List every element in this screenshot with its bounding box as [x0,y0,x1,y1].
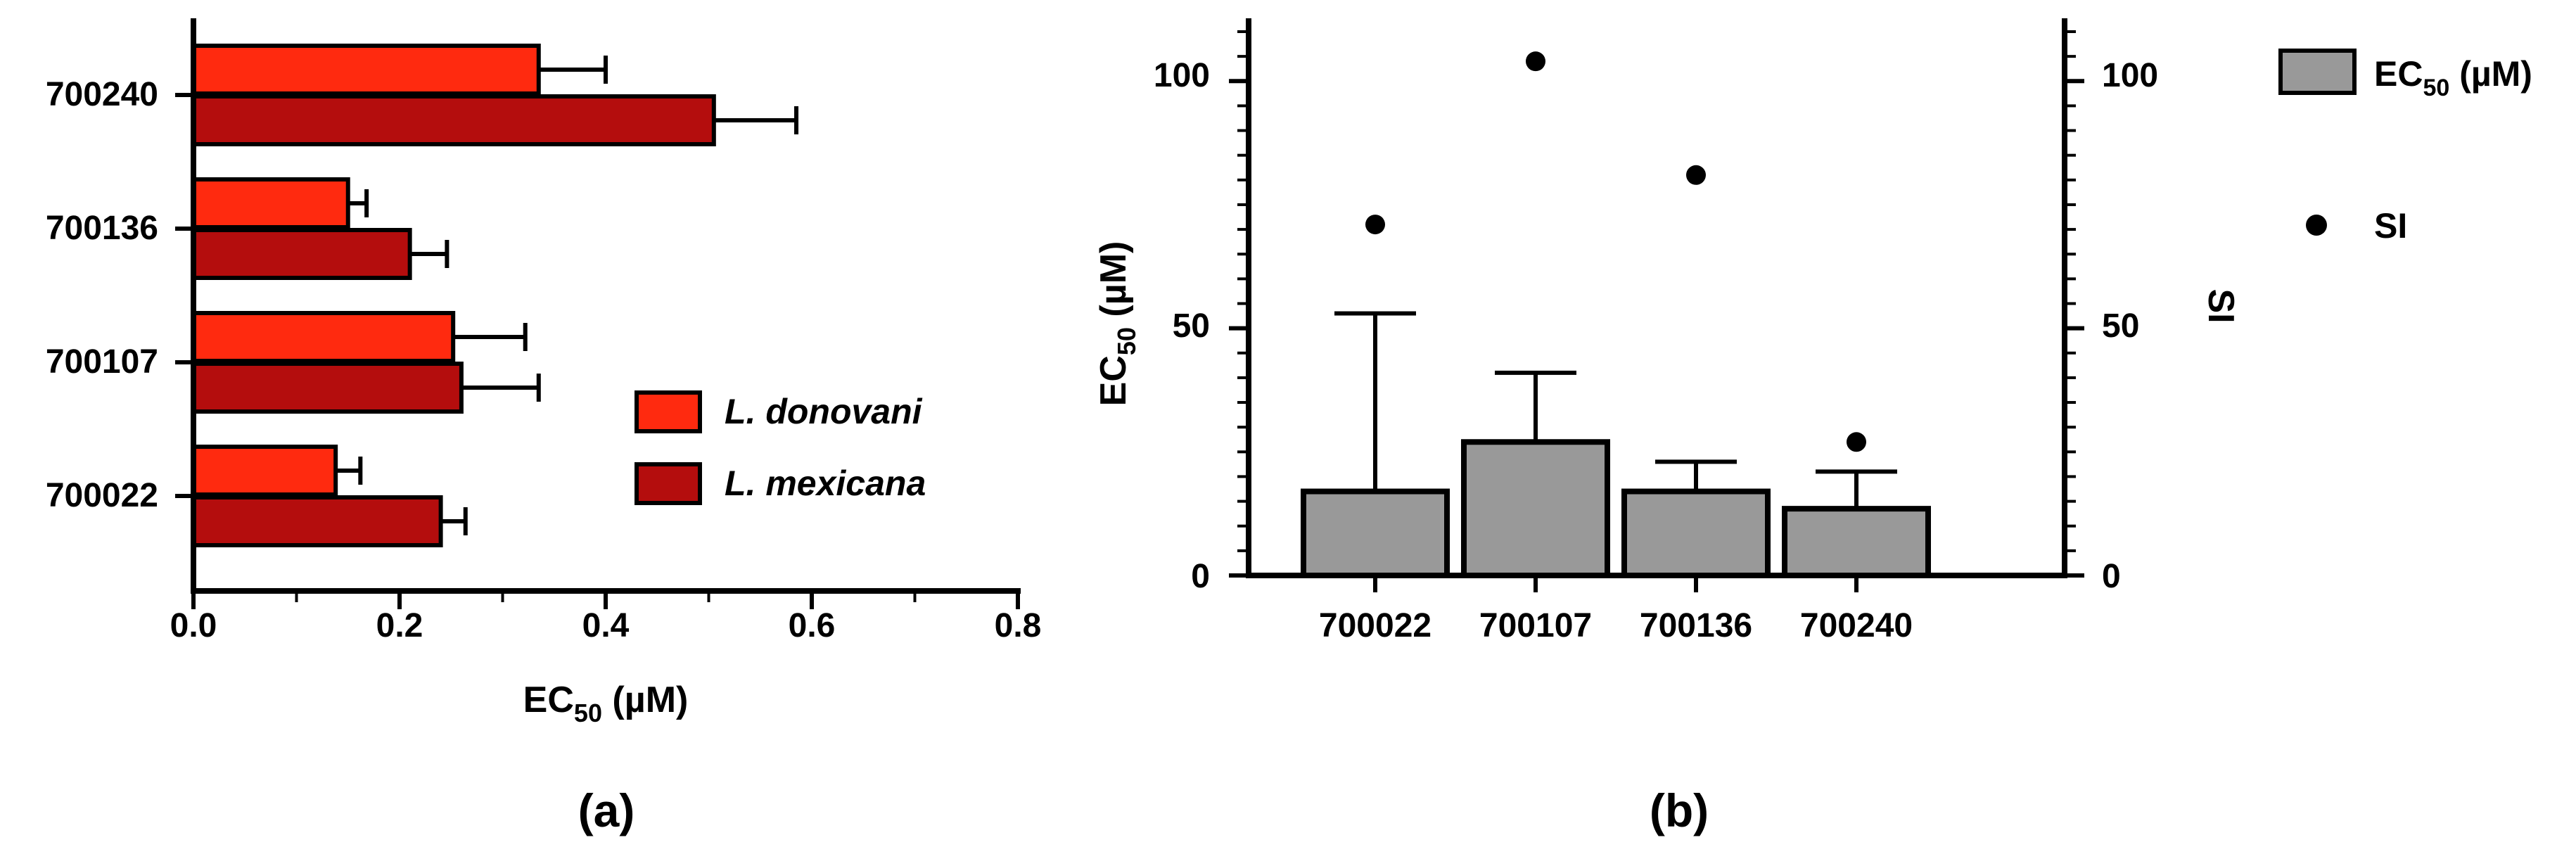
panel-b-legend: EC50 (µM) SI [2278,49,2532,246]
x-tick-label: 0.4 [582,607,630,644]
legend-swatch-l-mexicana [635,462,702,505]
category-label: 700240 [46,76,158,113]
bar [191,94,716,146]
panel-a-category-labels: 700240 700136 700107 700022 [46,76,158,514]
x-tick-label: 700240 [1800,607,1913,644]
panel-a-x-axis-label: EC50 (µM) [523,680,689,727]
legend-label-si: SI [2374,206,2407,246]
x-tick-label: 0.2 [376,607,423,644]
bar [1301,488,1450,579]
bar [191,445,338,497]
panel-b-left-y-tick-labels: 0 50 100 [1154,57,1210,595]
si-point [1686,165,1706,185]
panel-b-right-y-tick-labels: 0 50 100 [2102,57,2158,595]
panel-b-left-y-axis-label: EC50 (µM) [1093,241,1141,407]
panel-a-legend: L. donovani L. mexicana [635,390,926,505]
legend-marker-si [2306,215,2327,236]
x-tick-label: 700107 [1479,607,1592,644]
x-tick-label: 700136 [1640,607,1752,644]
y-tick-label: 100 [1154,57,1210,94]
category-label: 700107 [46,343,158,381]
bar [191,44,541,96]
panel-a-x-tick-labels: 0.0 0.2 0.4 0.6 0.8 [170,607,1042,644]
x-tick-label: 0.6 [789,607,836,644]
y-tick-label: 0 [1191,558,1210,595]
bar [191,228,412,280]
panel-b-axes [1229,18,2084,592]
bar [1461,439,1610,578]
panel-a: 700240 700136 700107 700022 0.0 0.2 0.4 … [46,18,1042,836]
panel-b-bars [1301,311,1931,579]
bar [191,177,350,229]
bar [191,495,443,547]
panel-a-bars [191,44,799,547]
panel-b: 0 50 100 0 50 100 700022 700107 700136 7… [1093,18,2532,836]
bar [1621,488,1771,579]
category-label: 700136 [46,210,158,247]
x-tick-label: 0.0 [170,607,217,644]
si-point [1365,215,1385,235]
y-tick-label: 0 [2102,558,2121,595]
x-tick-label: 0.8 [995,607,1042,644]
y-tick-label: 50 [1173,307,1210,345]
panel-a-label: (a) [578,784,635,836]
bar [1782,506,1931,579]
bar [191,311,456,363]
legend-label-ec50: EC50 (µM) [2374,54,2532,101]
si-point [1526,51,1545,72]
legend-swatch-l-donovani [635,390,702,433]
panel-b-x-tick-labels: 700022 700107 700136 700240 [1319,607,1913,644]
bar [191,362,464,414]
y-tick-label: 50 [2102,307,2139,345]
si-point [1847,432,1866,452]
x-tick-label: 700022 [1319,607,1432,644]
legend-label-l-donovani: L. donovani [725,392,923,431]
panel-b-label: (b) [1650,784,1709,836]
legend-label-l-mexicana: L. mexicana [725,464,926,503]
panel-b-right-y-axis-label: SI [2200,288,2241,323]
y-tick-label: 100 [2102,57,2158,94]
legend-swatch-ec50 [2278,49,2357,95]
panel-a-axes [175,18,1021,609]
category-label: 700022 [46,477,158,514]
panel-b-si-points [1365,51,1866,452]
